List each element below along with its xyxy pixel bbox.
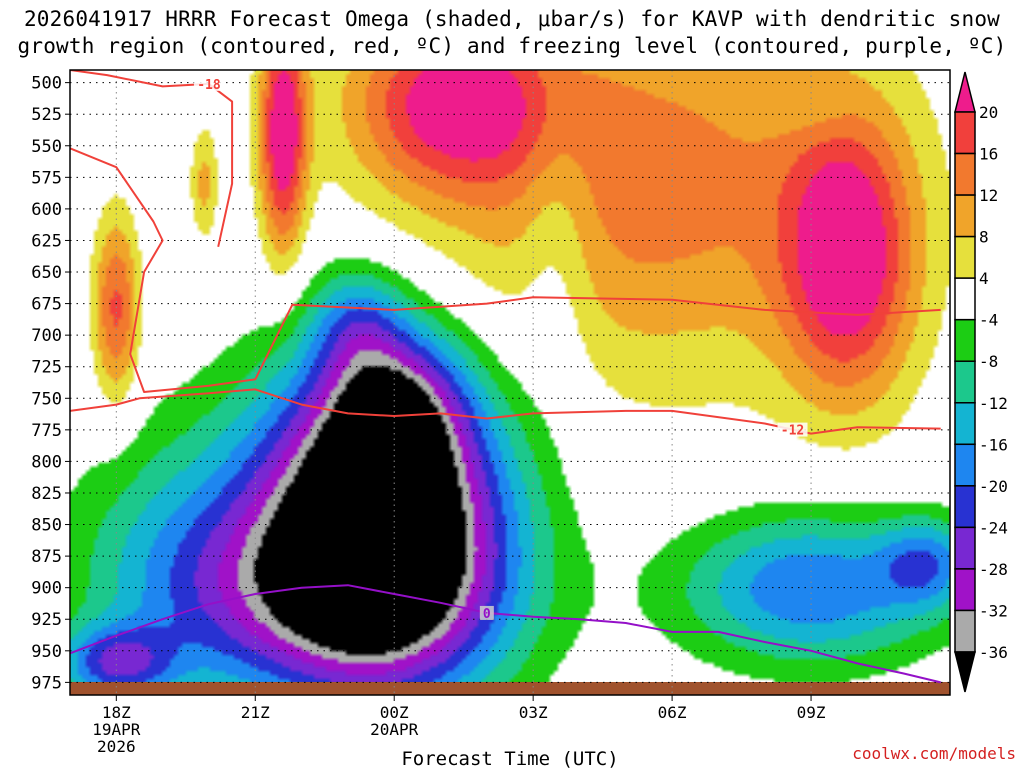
isotherm-contours: -18 -12 0 bbox=[70, 70, 941, 684]
colorbar-box bbox=[954, 485, 976, 529]
contour-label-bg bbox=[479, 605, 494, 620]
y-tick-label: 575 bbox=[31, 168, 62, 188]
y-tick-label: 900 bbox=[31, 579, 62, 599]
chart-title: 2026041917 HRRR Forecast Omega (shaded, … bbox=[0, 6, 1024, 60]
chart-title-line-2: growth region (contoured, red, ºC) and f… bbox=[17, 34, 1007, 58]
colorbar-box bbox=[954, 526, 976, 570]
colorbar-label: -16 bbox=[979, 435, 1008, 454]
credit-text: coolwx.com/models bbox=[852, 744, 1016, 763]
y-tick-label: 850 bbox=[31, 516, 62, 536]
colorbar-label: 12 bbox=[979, 186, 998, 205]
colorbar-box bbox=[954, 568, 976, 612]
colorbar-label: -24 bbox=[979, 518, 1008, 537]
x-tick-label: 03Z bbox=[519, 703, 548, 722]
y-tick-label: 600 bbox=[31, 200, 62, 220]
colorbar-label: 16 bbox=[979, 145, 998, 164]
isotherm-contour bbox=[70, 147, 941, 393]
y-tick-label: 825 bbox=[31, 484, 62, 504]
y-tick-label: 800 bbox=[31, 452, 62, 472]
colorbar-top-arrow bbox=[954, 71, 976, 113]
chart-title-line-1: 2026041917 HRRR Forecast Omega (shaded, … bbox=[23, 7, 1001, 31]
omega-heatmap bbox=[70, 70, 950, 695]
x-tick-label: 00Z bbox=[380, 703, 409, 722]
x-tick-label: 20APR bbox=[370, 720, 419, 739]
y-tick-label: 550 bbox=[31, 137, 62, 157]
y-tick-label: 725 bbox=[31, 358, 62, 378]
colorbar-label: -20 bbox=[979, 477, 1008, 496]
colorbar-label: -4 bbox=[979, 311, 998, 330]
x-tick-label: 2026 bbox=[97, 737, 136, 756]
contour-label-bg bbox=[777, 422, 808, 437]
colorbar-label: 4 bbox=[979, 269, 989, 288]
colorbar-box bbox=[954, 443, 976, 487]
x-tick-label: 19APR bbox=[92, 720, 141, 739]
colorbar-box bbox=[954, 152, 976, 196]
colorbar-box bbox=[954, 609, 976, 653]
colorbar-label: -8 bbox=[979, 352, 998, 371]
colorbar-box bbox=[954, 277, 976, 321]
colorbar-label: 20 bbox=[979, 103, 998, 122]
x-tick-label: 09Z bbox=[797, 703, 826, 722]
contour-label-bg bbox=[193, 76, 224, 91]
plot-frame bbox=[69, 69, 951, 696]
x-tick-label: 06Z bbox=[658, 703, 687, 722]
y-axis: 500 525 550 575 600 625 650 675 700 725 750 775 800 8… bbox=[31, 74, 70, 693]
y-tick-label: 525 bbox=[31, 105, 62, 125]
y-tick-label: 700 bbox=[31, 326, 62, 346]
colorbar-box bbox=[954, 235, 976, 279]
y-tick-label: 675 bbox=[31, 295, 62, 315]
ground-surface bbox=[70, 682, 950, 695]
colorbar: 20 16 12 8 4 -4 -8 -12 -16 -20 -24 -28 -32 -36 bbox=[954, 71, 1008, 693]
colorbar-label: 8 bbox=[979, 228, 989, 247]
y-tick-label: 500 bbox=[31, 74, 62, 94]
y-tick-label: 975 bbox=[31, 673, 62, 693]
x-tick-label: 21Z bbox=[241, 703, 270, 722]
y-tick-label: 625 bbox=[31, 231, 62, 251]
y-tick-label: 875 bbox=[31, 547, 62, 567]
colorbar-label: -12 bbox=[979, 394, 1008, 413]
colorbar-box bbox=[954, 402, 976, 446]
contour-label: 0 bbox=[483, 607, 491, 622]
colorbar-box bbox=[954, 318, 976, 362]
colorbar-label: -36 bbox=[979, 643, 1008, 662]
colorbar-bottom-arrow bbox=[954, 651, 976, 693]
y-tick-label: 650 bbox=[31, 263, 62, 283]
y-tick-label: 750 bbox=[31, 389, 62, 409]
colorbar-label: -32 bbox=[979, 601, 1008, 620]
y-tick-label: 775 bbox=[31, 421, 62, 441]
colorbar-box bbox=[954, 111, 976, 155]
omega-shaded-field bbox=[70, 70, 950, 695]
colorbar-box bbox=[954, 360, 976, 404]
contour-label: -12 bbox=[781, 424, 804, 439]
x-tick-label: 18Z bbox=[102, 703, 131, 722]
colorbar-label: -28 bbox=[979, 560, 1008, 579]
y-tick-label: 950 bbox=[31, 642, 62, 662]
colorbar-box bbox=[954, 194, 976, 238]
contour-label: -18 bbox=[197, 78, 221, 93]
y-tick-label: 925 bbox=[31, 610, 62, 630]
freezing-level-contour bbox=[70, 584, 941, 684]
x-axis-label: Forecast Time (UTC) bbox=[401, 748, 618, 768]
